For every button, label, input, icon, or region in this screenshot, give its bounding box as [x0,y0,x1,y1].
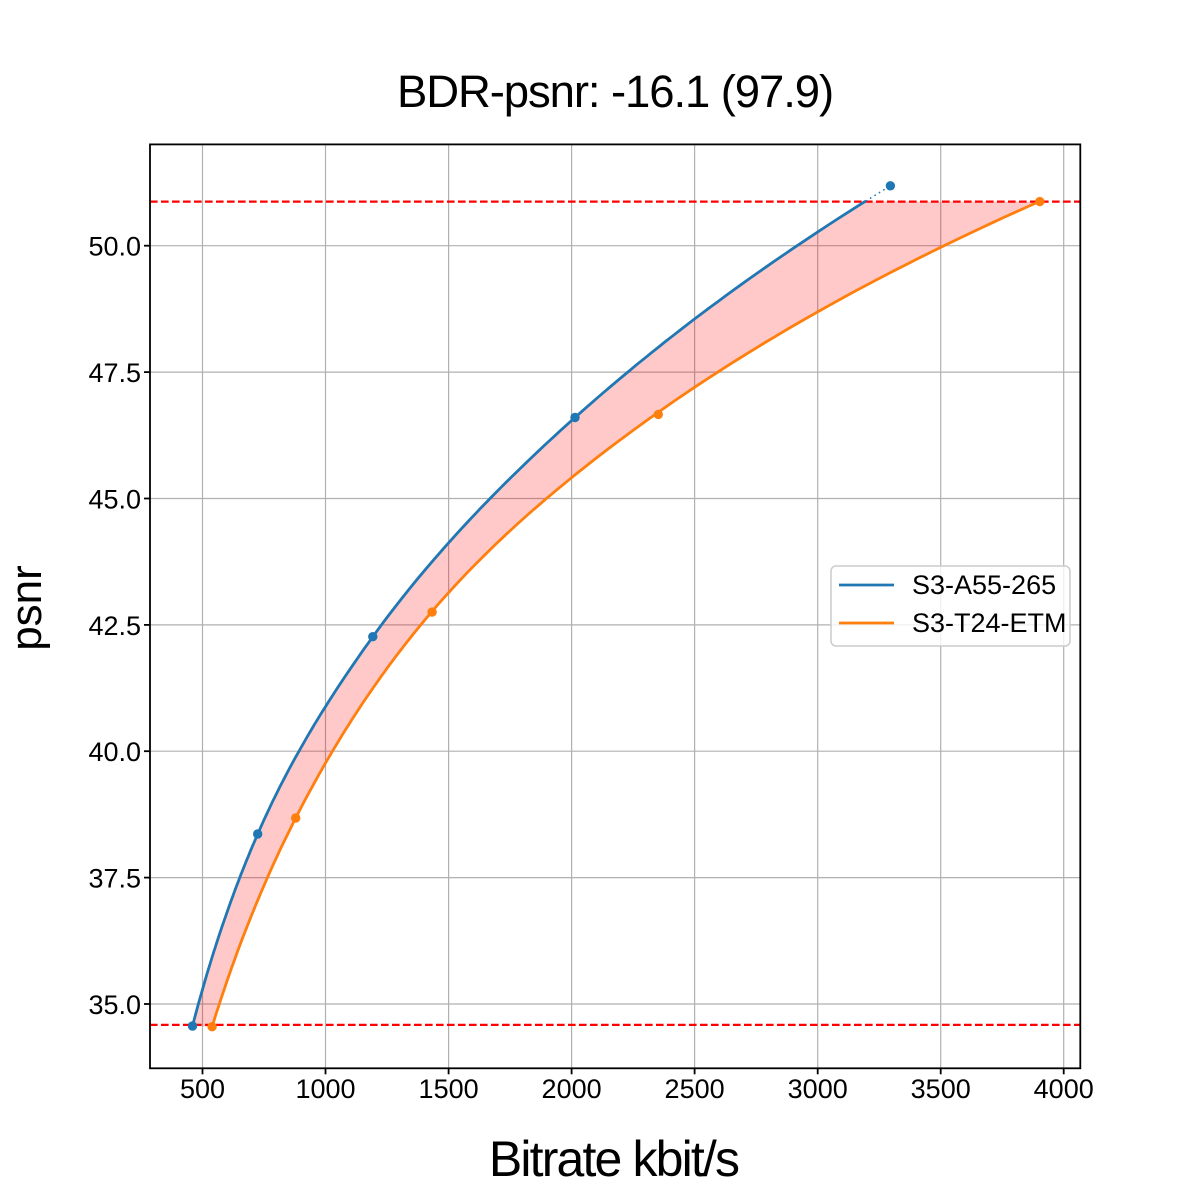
svg-text:psnr: psnr [2,565,51,651]
svg-text:3000: 3000 [788,1074,848,1104]
svg-text:S3-A55-265: S3-A55-265 [912,570,1056,600]
svg-text:40.0: 40.0 [88,737,141,767]
svg-text:BDR-psnr: -16.1 (97.9): BDR-psnr: -16.1 (97.9) [397,66,833,117]
svg-text:1000: 1000 [295,1074,355,1104]
svg-text:2000: 2000 [542,1074,602,1104]
svg-text:45.0: 45.0 [88,485,141,515]
svg-text:1500: 1500 [419,1074,479,1104]
svg-text:2500: 2500 [665,1074,725,1104]
svg-text:50.0: 50.0 [88,232,141,262]
svg-text:47.5: 47.5 [88,358,141,388]
svg-text:3500: 3500 [911,1074,971,1104]
svg-text:S3-T24-ETM: S3-T24-ETM [912,608,1067,638]
svg-text:42.5: 42.5 [88,611,141,641]
svg-text:4000: 4000 [1034,1074,1094,1104]
svg-text:37.5: 37.5 [88,864,141,894]
svg-text:500: 500 [180,1074,225,1104]
svg-text:Bitrate kbit/s: Bitrate kbit/s [489,1131,739,1187]
svg-text:35.0: 35.0 [88,990,141,1020]
